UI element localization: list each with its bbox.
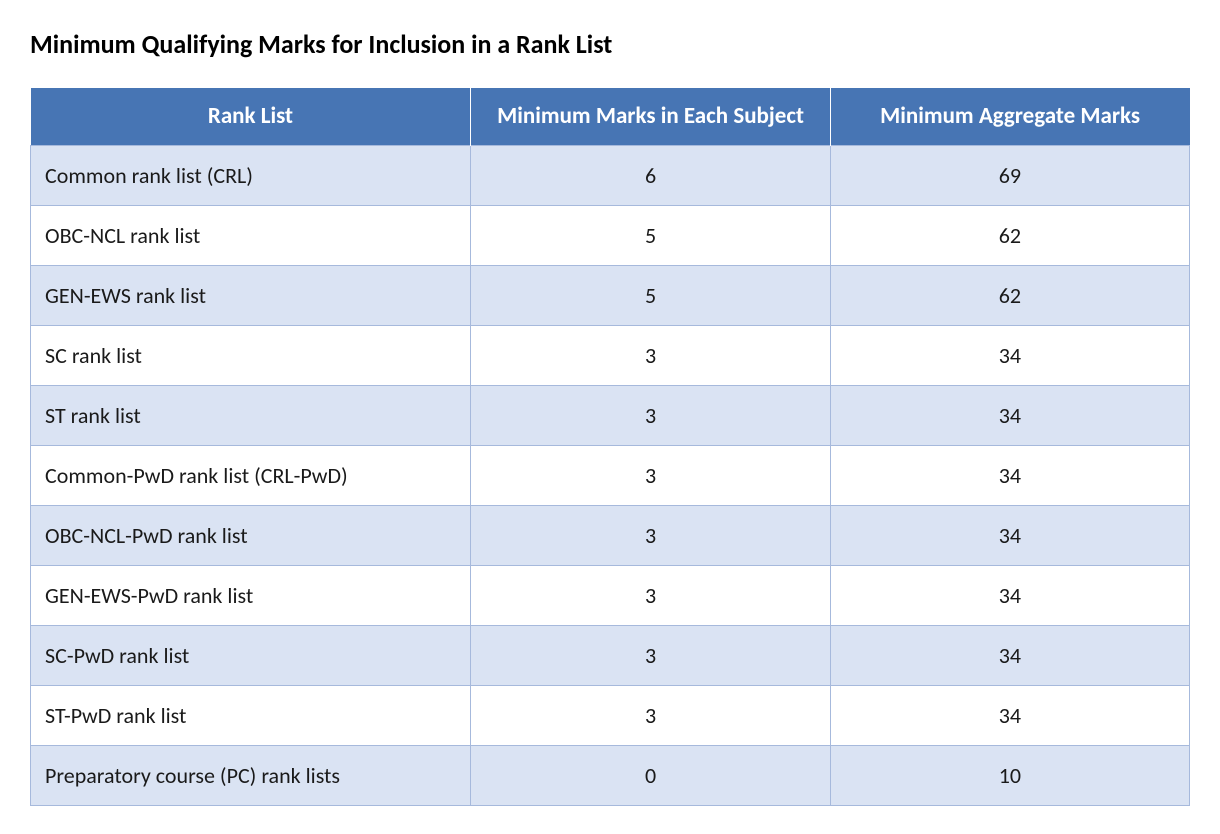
table-row: OBC-NCL-PwD rank list334 <box>31 505 1190 565</box>
table-row: Common-PwD rank list (CRL-PwD)334 <box>31 445 1190 505</box>
cell-rank-list: GEN-EWS rank list <box>31 265 471 325</box>
cell-rank-list: Preparatory course (PC) rank lists <box>31 745 471 805</box>
cell-min-subject: 0 <box>471 745 830 805</box>
cell-min-aggregate: 34 <box>830 325 1189 385</box>
cell-min-subject: 3 <box>471 325 830 385</box>
col-header-min-subject: Minimum Marks in Each Subject <box>471 88 830 145</box>
cell-min-subject: 5 <box>471 205 830 265</box>
cell-min-aggregate: 34 <box>830 625 1189 685</box>
cell-min-subject: 3 <box>471 565 830 625</box>
cell-rank-list: SC rank list <box>31 325 471 385</box>
col-header-min-aggregate: Minimum Aggregate Marks <box>830 88 1189 145</box>
table-row: ST rank list334 <box>31 385 1190 445</box>
table-row: Preparatory course (PC) rank lists010 <box>31 745 1190 805</box>
cell-min-aggregate: 62 <box>830 265 1189 325</box>
cell-rank-list: SC-PwD rank list <box>31 625 471 685</box>
table-row: SC-PwD rank list334 <box>31 625 1190 685</box>
cell-min-aggregate: 34 <box>830 565 1189 625</box>
table-row: ST-PwD rank list334 <box>31 685 1190 745</box>
cell-min-aggregate: 34 <box>830 505 1189 565</box>
cell-rank-list: ST-PwD rank list <box>31 685 471 745</box>
col-header-rank-list: Rank List <box>31 88 471 145</box>
cell-min-subject: 3 <box>471 445 830 505</box>
cell-min-subject: 3 <box>471 505 830 565</box>
table-row: GEN-EWS rank list562 <box>31 265 1190 325</box>
cell-rank-list: OBC-NCL rank list <box>31 205 471 265</box>
cell-rank-list: ST rank list <box>31 385 471 445</box>
cell-min-aggregate: 10 <box>830 745 1189 805</box>
table-row: SC rank list334 <box>31 325 1190 385</box>
cell-min-subject: 5 <box>471 265 830 325</box>
cell-min-subject: 3 <box>471 685 830 745</box>
cell-min-subject: 3 <box>471 385 830 445</box>
cell-min-aggregate: 62 <box>830 205 1189 265</box>
cell-rank-list: GEN-EWS-PwD rank list <box>31 565 471 625</box>
cell-rank-list: OBC-NCL-PwD rank list <box>31 505 471 565</box>
cell-rank-list: Common-PwD rank list (CRL-PwD) <box>31 445 471 505</box>
table-header: Rank List Minimum Marks in Each Subject … <box>31 88 1190 145</box>
table-row: OBC-NCL rank list562 <box>31 205 1190 265</box>
cell-min-aggregate: 34 <box>830 685 1189 745</box>
cell-min-subject: 6 <box>471 145 830 205</box>
cell-min-aggregate: 34 <box>830 445 1189 505</box>
cell-min-aggregate: 69 <box>830 145 1189 205</box>
cell-rank-list: Common rank list (CRL) <box>31 145 471 205</box>
page-title: Minimum Qualifying Marks for Inclusion i… <box>30 28 1190 60</box>
table-row: Common rank list (CRL)669 <box>31 145 1190 205</box>
table-row: GEN-EWS-PwD rank list334 <box>31 565 1190 625</box>
cell-min-aggregate: 34 <box>830 385 1189 445</box>
cell-min-subject: 3 <box>471 625 830 685</box>
table-body: Common rank list (CRL)669OBC-NCL rank li… <box>31 145 1190 805</box>
rank-list-table: Rank List Minimum Marks in Each Subject … <box>30 88 1190 806</box>
